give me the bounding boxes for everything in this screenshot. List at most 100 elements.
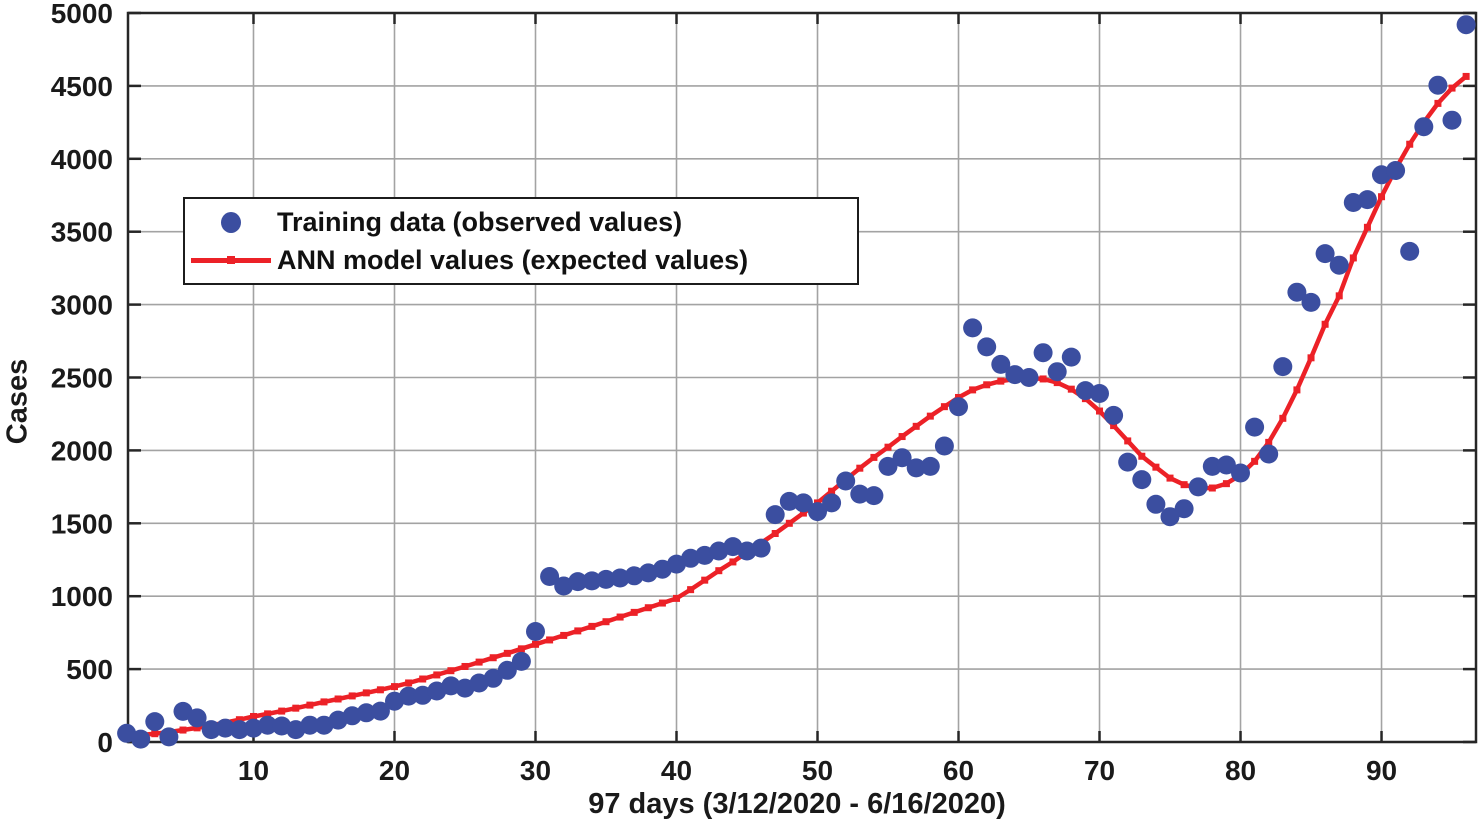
ann-model-marker [912, 422, 920, 430]
ann-model-marker [1363, 223, 1371, 231]
data-point [624, 566, 644, 586]
data-point [399, 686, 419, 706]
ann-model-marker [616, 613, 624, 621]
ann-model-marker [1462, 72, 1470, 80]
data-point [258, 715, 278, 735]
y-tick-label: 4500 [51, 71, 113, 102]
data-point [1231, 463, 1250, 483]
ann-model-marker [771, 530, 779, 538]
ann-model-marker [729, 558, 737, 566]
data-point [342, 706, 362, 726]
ann-model-marker [1307, 354, 1315, 362]
x-tick-label: 10 [238, 755, 269, 786]
ann-model-marker [856, 464, 864, 472]
ann-model-marker [574, 627, 582, 635]
data-point [864, 486, 884, 506]
ann-model-marker [1067, 385, 1075, 393]
data-point [187, 708, 207, 728]
ann-model-marker [1448, 84, 1456, 92]
data-point [1033, 343, 1053, 363]
ann-model-marker [1321, 320, 1329, 328]
data-point [991, 354, 1011, 374]
data-point [229, 720, 249, 740]
ann-model-marker [376, 686, 384, 694]
ann-model-marker [644, 604, 652, 612]
x-tick-label: 70 [1084, 755, 1115, 786]
ann-model-marker [405, 679, 413, 687]
data-point [1202, 456, 1222, 476]
ann-model-marker [1265, 438, 1273, 446]
ann-model-marker [1053, 379, 1061, 387]
legend: Training data (observed values) ANN mode… [183, 197, 859, 285]
y-tick-label: 1500 [51, 508, 113, 539]
data-point [244, 718, 263, 738]
x-tick-label: 50 [802, 755, 833, 786]
data-point [173, 701, 193, 721]
ann-model-marker [1434, 99, 1442, 107]
data-point [1075, 381, 1095, 401]
data-point [963, 318, 983, 338]
data-point [568, 572, 588, 592]
data-point [215, 718, 235, 738]
data-point [1259, 444, 1279, 464]
data-point [201, 720, 221, 740]
data-point [808, 502, 827, 522]
legend-label-ann-model: ANN model values (expected values) [277, 244, 749, 275]
data-point [356, 703, 376, 723]
data-point [483, 668, 503, 688]
y-tick-label: 500 [66, 654, 113, 685]
ann-model-marker [334, 695, 342, 703]
data-point [370, 701, 390, 721]
ann-model-marker [433, 671, 441, 679]
data-point [1216, 455, 1236, 475]
ann-model-marker [193, 724, 201, 732]
ann-model-marker [898, 433, 906, 441]
ann-model-marker [1180, 481, 1188, 489]
ann-model-marker [560, 631, 568, 639]
line-marker-icon [185, 255, 277, 264]
ann-model-marker [348, 692, 356, 700]
data-point [1273, 357, 1293, 377]
data-point [737, 541, 757, 561]
ann-model-marker [264, 710, 272, 718]
ann-model-marker [306, 701, 314, 709]
data-point [1132, 470, 1152, 490]
x-tick-label: 80 [1225, 755, 1256, 786]
ann-model-marker [828, 487, 836, 495]
ann-model-marker [249, 712, 257, 720]
data-point [497, 660, 517, 680]
data-point [1146, 494, 1166, 514]
data-point [1329, 255, 1349, 275]
data-point [850, 484, 870, 504]
data-point [1315, 244, 1335, 264]
legend-entry-training: Training data (observed values) [185, 203, 857, 241]
data-point [441, 676, 461, 696]
data-point [1188, 477, 1208, 497]
data-point [1245, 417, 1265, 437]
data-point [1386, 161, 1406, 180]
data-point [1118, 452, 1138, 472]
data-point [793, 493, 813, 513]
y-tick-label: 5000 [51, 0, 113, 29]
data-point [1061, 347, 1081, 367]
x-tick-label: 60 [943, 755, 974, 786]
data-point [751, 538, 771, 558]
ann-model-marker [1039, 375, 1047, 383]
ann-model-marker [997, 377, 1005, 385]
data-point [1174, 499, 1194, 519]
ann-model-marker [362, 689, 370, 697]
data-point [511, 651, 531, 671]
ann-model-marker [1222, 480, 1230, 488]
ann-model-marker [278, 707, 286, 715]
data-point [1104, 405, 1124, 425]
data-point [582, 571, 602, 591]
ann-model-marker [235, 716, 243, 724]
ann-model-marker [151, 730, 159, 738]
data-point [1456, 15, 1476, 35]
data-point [836, 471, 856, 491]
data-point [1301, 292, 1321, 312]
data-point [300, 715, 320, 735]
data-point [949, 397, 968, 417]
